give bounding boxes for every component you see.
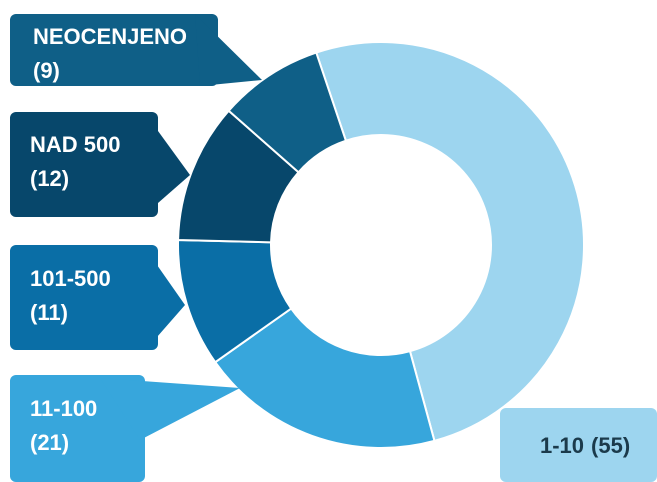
value-label: (55) bbox=[591, 433, 630, 458]
value-label: (12) bbox=[30, 166, 69, 191]
value-label: (9) bbox=[33, 58, 60, 83]
callout-box bbox=[10, 112, 158, 217]
callout-pointer bbox=[150, 120, 190, 210]
category-label: NAD 500 bbox=[30, 132, 120, 157]
callout-box bbox=[10, 375, 145, 482]
callout-box bbox=[10, 14, 218, 86]
callout-label: 1-10 (55) bbox=[540, 433, 630, 458]
callout-pointer bbox=[100, 378, 240, 440]
category-label: 11-100 bbox=[30, 396, 97, 421]
category-label: 1-10 bbox=[540, 433, 584, 458]
category-label: NEOCENJENO bbox=[33, 24, 187, 49]
category-label: 101-500 bbox=[30, 266, 111, 291]
callout-pointer bbox=[150, 255, 185, 345]
donut-slice bbox=[213, 307, 436, 449]
value-label: (11) bbox=[30, 300, 68, 325]
donut-slice bbox=[314, 41, 585, 443]
callout-pointer bbox=[500, 418, 560, 482]
donut-slice bbox=[227, 51, 348, 174]
callout-pointer bbox=[195, 14, 262, 86]
value-label: (21) bbox=[30, 430, 69, 455]
callout-box bbox=[10, 245, 158, 350]
